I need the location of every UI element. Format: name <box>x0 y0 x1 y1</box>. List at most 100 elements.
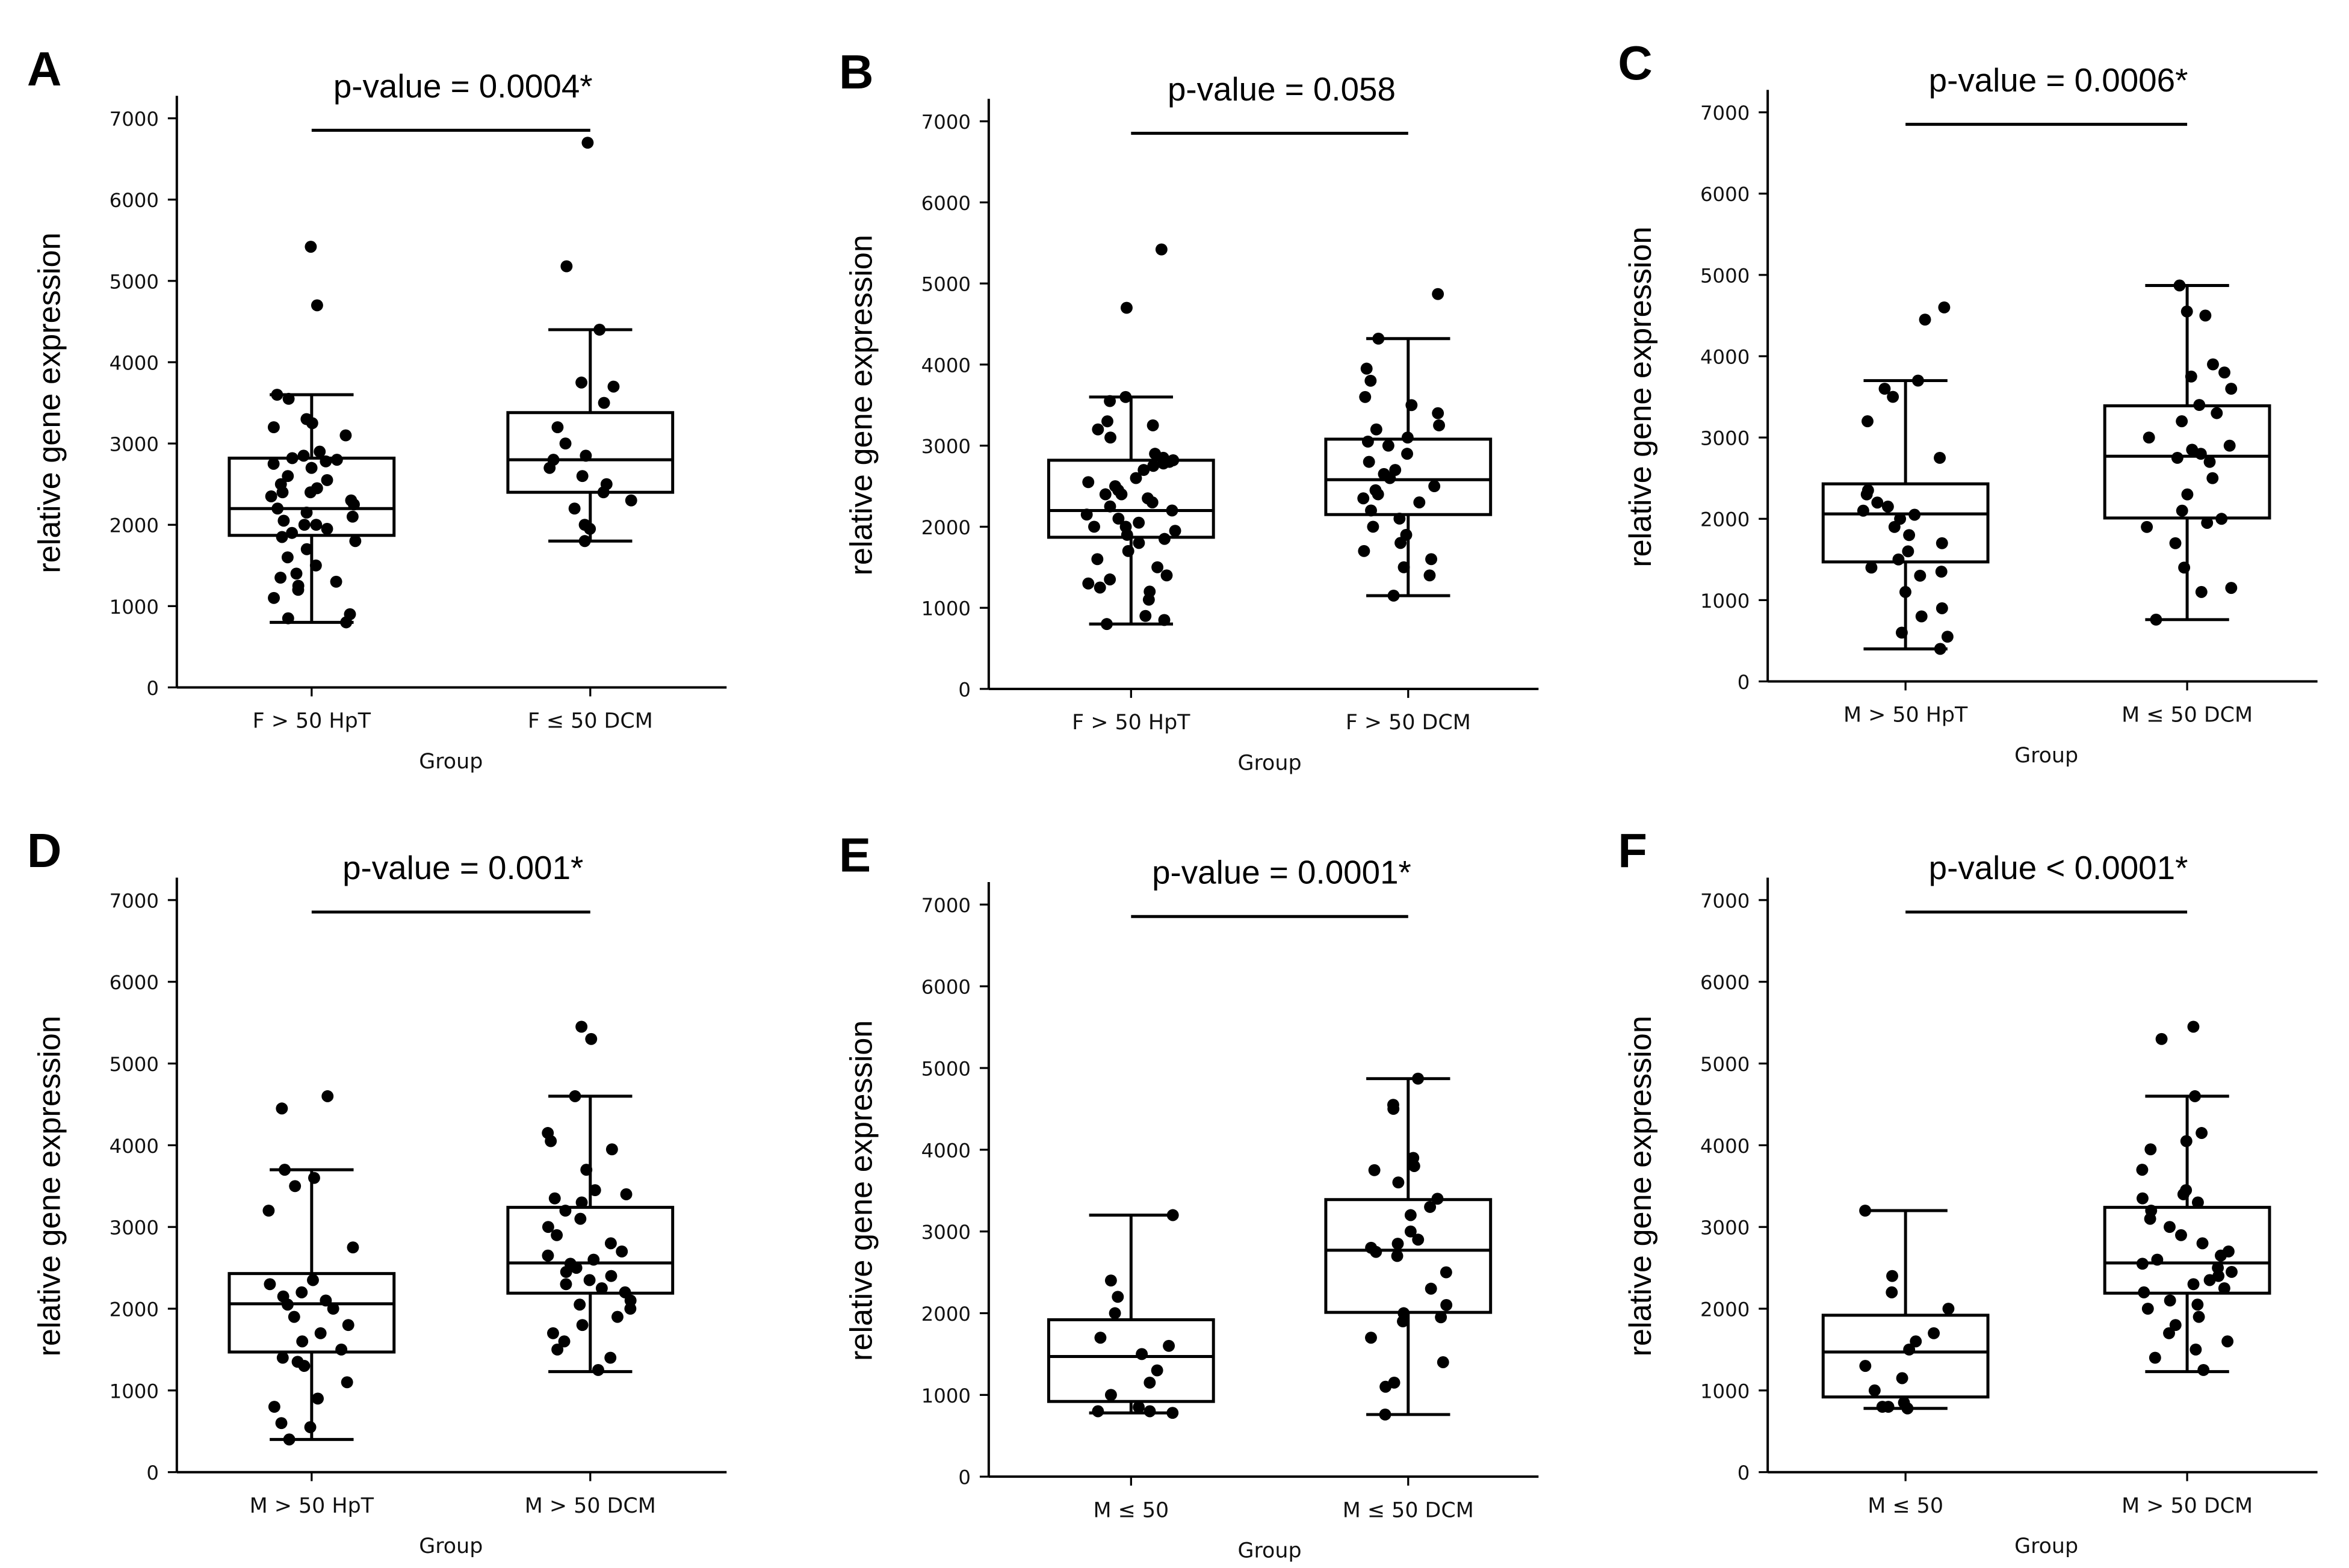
data-point <box>1104 500 1116 513</box>
data-point <box>2143 431 2155 444</box>
data-point <box>262 1205 275 1217</box>
data-point <box>607 380 620 393</box>
y-tick-label: 1000 <box>110 1380 159 1403</box>
y-tick-label: 0 <box>146 677 159 700</box>
y-tick-label: 4000 <box>1700 345 1750 368</box>
data-point <box>1892 553 1905 566</box>
y-tick-label: 7000 <box>921 111 971 134</box>
data-point <box>559 437 572 450</box>
data-point <box>624 1303 637 1315</box>
data-point <box>1379 1408 1391 1421</box>
data-point <box>585 1032 598 1045</box>
data-point <box>1435 1311 1447 1324</box>
data-point <box>598 397 610 409</box>
data-point <box>2164 1221 2176 1233</box>
data-point <box>2178 561 2191 574</box>
y-axis-label: relative gene expression <box>844 1020 879 1361</box>
data-point <box>2221 1335 2234 1348</box>
x-tick-label: M > 50 DCM <box>525 1494 656 1518</box>
data-point <box>300 543 313 555</box>
y-axis-label: relative gene expression <box>32 232 67 573</box>
box <box>227 1272 396 1354</box>
data-point <box>1157 457 1170 470</box>
data-point <box>1092 423 1104 436</box>
data-point <box>584 523 596 535</box>
data-point <box>542 1221 554 1233</box>
panel-f: F 0 1000 2000 3000 4000 5000 6000 7000 relative g… <box>1618 824 2318 1558</box>
data-point <box>2173 279 2186 292</box>
data-point <box>1942 1303 1955 1315</box>
y-tick-label: 3000 <box>921 435 971 458</box>
data-point <box>2180 1135 2193 1147</box>
data-point <box>1121 301 1133 314</box>
data-point <box>1080 508 1093 521</box>
y-tick-label: 2000 <box>110 514 159 537</box>
data-point <box>321 474 333 486</box>
y-tick-label: 2000 <box>921 1303 971 1326</box>
data-point <box>2176 415 2188 428</box>
data-point <box>2171 451 2183 464</box>
group-0: F > 50 HpT <box>227 241 396 733</box>
data-point <box>1360 362 1373 375</box>
data-point <box>1359 390 1372 403</box>
data-point <box>2215 1249 2227 1262</box>
data-point <box>580 449 592 462</box>
data-point <box>1859 1360 1872 1372</box>
data-point <box>2137 1192 2149 1205</box>
group-0: M ≤ 50 <box>1047 1209 1215 1522</box>
y-tick-label: 3000 <box>921 1221 971 1244</box>
data-point <box>616 1245 628 1258</box>
data-point <box>1431 1193 1444 1205</box>
data-point <box>290 567 303 580</box>
data-point <box>1440 1266 1452 1279</box>
data-point <box>1896 1372 1908 1384</box>
data-point <box>276 486 289 499</box>
data-point <box>604 1237 617 1250</box>
data-point <box>574 1298 586 1311</box>
data-point <box>560 260 573 273</box>
data-point <box>1910 1335 1922 1348</box>
data-point <box>2225 383 2238 395</box>
data-point <box>304 486 317 499</box>
group-0: M ≤ 50 <box>1821 1205 1990 1518</box>
group-0: M > 50 HpT <box>227 1090 396 1518</box>
panel-letter: E <box>839 829 871 882</box>
data-point <box>297 449 310 462</box>
panel-b: B 0 1000 2000 3000 4000 5000 6000 7000 relative g… <box>839 45 1539 775</box>
data-point <box>2193 399 2206 412</box>
data-point <box>1919 313 1931 326</box>
data-point <box>1094 581 1106 594</box>
data-point <box>2199 309 2212 322</box>
data-point <box>1358 545 1370 557</box>
data-point <box>1112 1291 1124 1303</box>
data-point <box>1887 390 1899 403</box>
data-point <box>1372 488 1384 501</box>
y-tick-label: 2000 <box>1700 508 1750 531</box>
data-point <box>1895 626 1908 639</box>
data-point <box>1082 476 1095 489</box>
data-point <box>1859 1205 1872 1217</box>
data-point <box>2211 407 2223 419</box>
x-tick-label: M ≤ 50 DCM <box>2122 703 2253 727</box>
data-point <box>1160 569 1173 582</box>
data-point <box>559 1205 572 1217</box>
data-point <box>1112 512 1125 525</box>
y-tick-label: 5000 <box>921 1057 971 1080</box>
data-point <box>581 137 594 149</box>
x-axis-label: Group <box>419 750 483 774</box>
data-point <box>1092 1405 1104 1418</box>
data-point <box>1938 301 1951 313</box>
data-point <box>1370 1245 1382 1258</box>
data-point <box>1901 1402 1914 1415</box>
data-point <box>1158 532 1171 545</box>
data-point <box>1144 1377 1156 1389</box>
data-point <box>2215 513 2228 525</box>
x-tick-label: M > 50 HpT <box>250 1494 374 1518</box>
data-point <box>1401 431 1414 444</box>
box <box>506 411 675 494</box>
data-point <box>268 591 280 604</box>
data-point <box>2136 1164 2149 1176</box>
data-point <box>1147 419 1159 431</box>
data-point <box>1412 1233 1425 1246</box>
data-point <box>1401 448 1413 460</box>
